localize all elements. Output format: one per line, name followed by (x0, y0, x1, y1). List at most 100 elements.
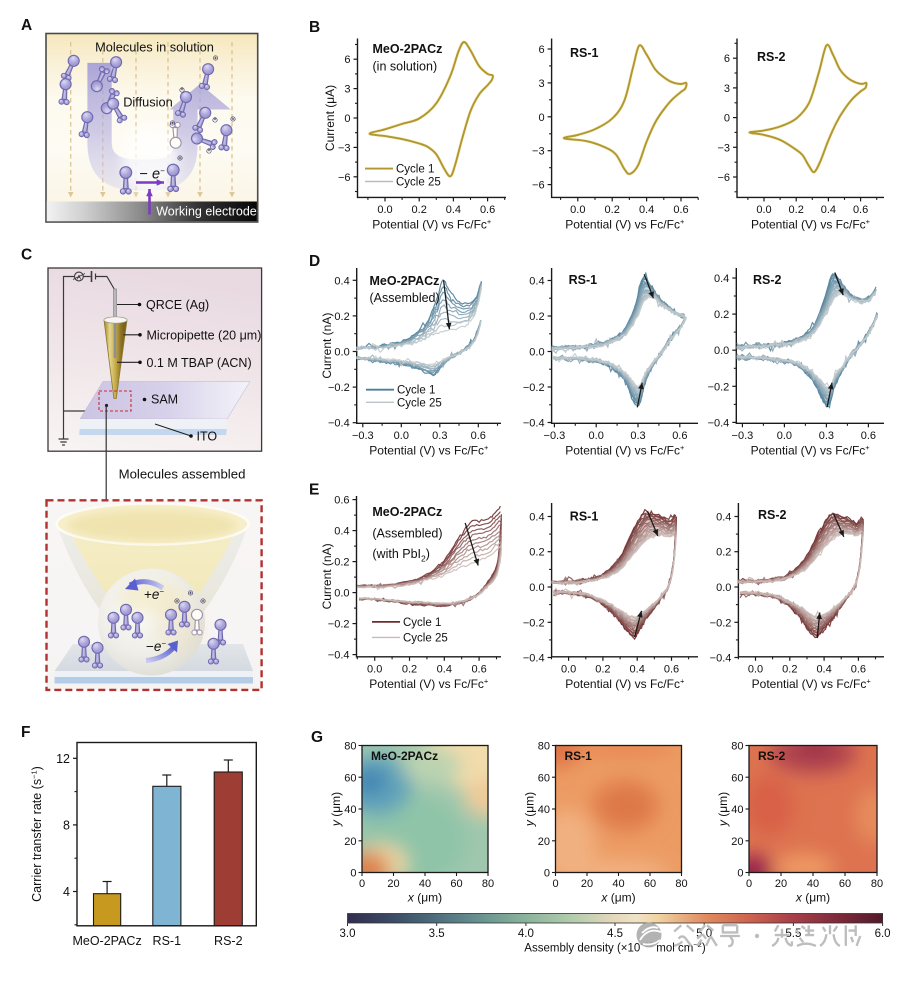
svg-text:80: 80 (675, 878, 687, 890)
svg-text:3.0: 3.0 (340, 928, 356, 940)
svg-text:0.2: 0.2 (605, 204, 620, 216)
svg-text:20: 20 (731, 836, 743, 848)
svg-text:*: * (180, 85, 184, 95)
svg-text:0.6: 0.6 (471, 663, 486, 675)
svg-text:0.1 M TBAP (ACN): 0.1 M TBAP (ACN) (147, 356, 252, 370)
svg-text:0.2: 0.2 (789, 204, 804, 216)
svg-text:0.4: 0.4 (334, 275, 349, 287)
svg-text:60: 60 (344, 772, 356, 784)
svg-text:Cycle 1: Cycle 1 (396, 164, 434, 176)
svg-text:40: 40 (731, 804, 743, 816)
svg-text:−e−: −e− (146, 639, 166, 654)
svg-text:Cycle 1: Cycle 1 (403, 617, 441, 629)
svg-text:0.0: 0.0 (334, 347, 349, 359)
svg-text:−0.2: −0.2 (328, 619, 350, 631)
svg-text:0.0: 0.0 (714, 345, 729, 357)
svg-text:G: G (311, 729, 323, 746)
svg-text:Potential (V) vs Fc/Fc+: Potential (V) vs Fc/Fc+ (565, 443, 685, 458)
svg-text:0: 0 (737, 868, 743, 880)
svg-text:−0.4: −0.4 (328, 650, 350, 662)
svg-text:Cycle 1: Cycle 1 (397, 385, 435, 397)
svg-text:12: 12 (56, 752, 70, 766)
svg-text:0.2: 0.2 (595, 663, 610, 675)
svg-text:60: 60 (538, 772, 550, 784)
svg-text:0.6: 0.6 (861, 430, 876, 442)
svg-text:40: 40 (538, 804, 550, 816)
svg-text:−3: −3 (338, 142, 351, 154)
svg-text:−6: −6 (717, 172, 730, 184)
svg-text:6.0: 6.0 (875, 928, 891, 940)
svg-text:0.6: 0.6 (851, 663, 866, 675)
svg-text:0.0: 0.0 (777, 430, 792, 442)
svg-text:80: 80 (731, 741, 743, 753)
svg-text:0.6: 0.6 (471, 430, 486, 442)
svg-text:D: D (309, 253, 320, 270)
svg-text:Cycle 25: Cycle 25 (397, 397, 442, 409)
svg-text:20: 20 (344, 836, 356, 848)
svg-text:0.6: 0.6 (480, 204, 495, 216)
svg-text:ITO: ITO (197, 430, 218, 444)
svg-text:0.2: 0.2 (782, 663, 797, 675)
svg-text:−0.2: −0.2 (710, 617, 732, 629)
svg-text:−0.3: −0.3 (732, 430, 754, 442)
svg-text:0: 0 (746, 878, 752, 890)
svg-text:0.2: 0.2 (334, 557, 349, 569)
svg-text:y (μm): y (μm) (523, 792, 537, 827)
svg-text:Potential (V) vs Fc/Fc+: Potential (V) vs Fc/Fc+ (372, 217, 492, 232)
svg-text:6: 6 (344, 54, 350, 66)
svg-text:MeO-2PACz: MeO-2PACz (373, 42, 443, 56)
svg-text:4: 4 (63, 885, 70, 899)
svg-text:RS-2: RS-2 (757, 50, 786, 64)
svg-text:60: 60 (644, 878, 656, 890)
svg-text:+e−: +e− (144, 587, 164, 602)
svg-text:0.4: 0.4 (630, 663, 645, 675)
svg-text:−0.2: −0.2 (523, 382, 545, 394)
svg-text:Diffusion: Diffusion (123, 95, 173, 110)
svg-text:y (μm): y (μm) (716, 792, 730, 827)
svg-text:−0.4: −0.4 (708, 417, 730, 429)
svg-text:80: 80 (871, 878, 883, 890)
svg-text:−0.2: −0.2 (328, 382, 350, 394)
svg-text:Cycle 25: Cycle 25 (403, 632, 448, 644)
svg-text:Potential (V) vs Fc/Fc+: Potential (V) vs Fc/Fc+ (369, 443, 489, 458)
svg-text:0.4: 0.4 (639, 204, 654, 216)
svg-text:8: 8 (63, 818, 70, 832)
svg-text:Potential (V) vs Fc/Fc+: Potential (V) vs Fc/Fc+ (565, 217, 685, 232)
svg-text:Carrier transfer rate (s−1): Carrier transfer rate (s−1) (30, 766, 45, 902)
svg-text:40: 40 (807, 878, 819, 890)
svg-text:−0.4: −0.4 (523, 653, 545, 665)
svg-text:RS-1: RS-1 (570, 510, 599, 524)
svg-text:60: 60 (839, 878, 851, 890)
svg-text:0.0: 0.0 (561, 663, 576, 675)
svg-text:80: 80 (538, 741, 550, 753)
svg-text:0.4: 0.4 (529, 511, 544, 523)
svg-text:0: 0 (544, 868, 550, 880)
svg-text:0.2: 0.2 (714, 309, 729, 321)
svg-text:3: 3 (724, 83, 730, 95)
svg-text:0.4: 0.4 (716, 511, 731, 523)
svg-text:0: 0 (344, 113, 350, 125)
svg-text:0.0: 0.0 (529, 582, 544, 594)
svg-text:0.2: 0.2 (529, 311, 544, 323)
svg-text:Molecules in solution: Molecules in solution (95, 40, 214, 55)
svg-text:0.0: 0.0 (570, 204, 585, 216)
svg-text:0.4: 0.4 (446, 204, 461, 216)
svg-text:0.4: 0.4 (529, 276, 544, 288)
svg-text:6: 6 (538, 44, 544, 56)
svg-text:−0.4: −0.4 (710, 653, 732, 665)
svg-text:−3: −3 (717, 142, 730, 154)
svg-text:−0.2: −0.2 (523, 617, 545, 629)
svg-text:*: * (213, 115, 217, 125)
svg-text:MeO-2PACz: MeO-2PACz (72, 934, 141, 948)
svg-text:0.4: 0.4 (334, 526, 349, 538)
svg-text:0.0: 0.0 (716, 582, 731, 594)
svg-text:0.4: 0.4 (437, 663, 452, 675)
svg-text:0.0: 0.0 (377, 204, 392, 216)
svg-text:Potential (V) vs Fc/Fc+: Potential (V) vs Fc/Fc+ (369, 676, 489, 691)
svg-text:40: 40 (344, 804, 356, 816)
svg-text:(Assembled): (Assembled) (372, 527, 442, 541)
svg-text:B: B (309, 19, 320, 36)
svg-text:(in solution): (in solution) (373, 60, 438, 74)
svg-text:40: 40 (612, 878, 624, 890)
svg-text:−6: −6 (532, 180, 545, 192)
